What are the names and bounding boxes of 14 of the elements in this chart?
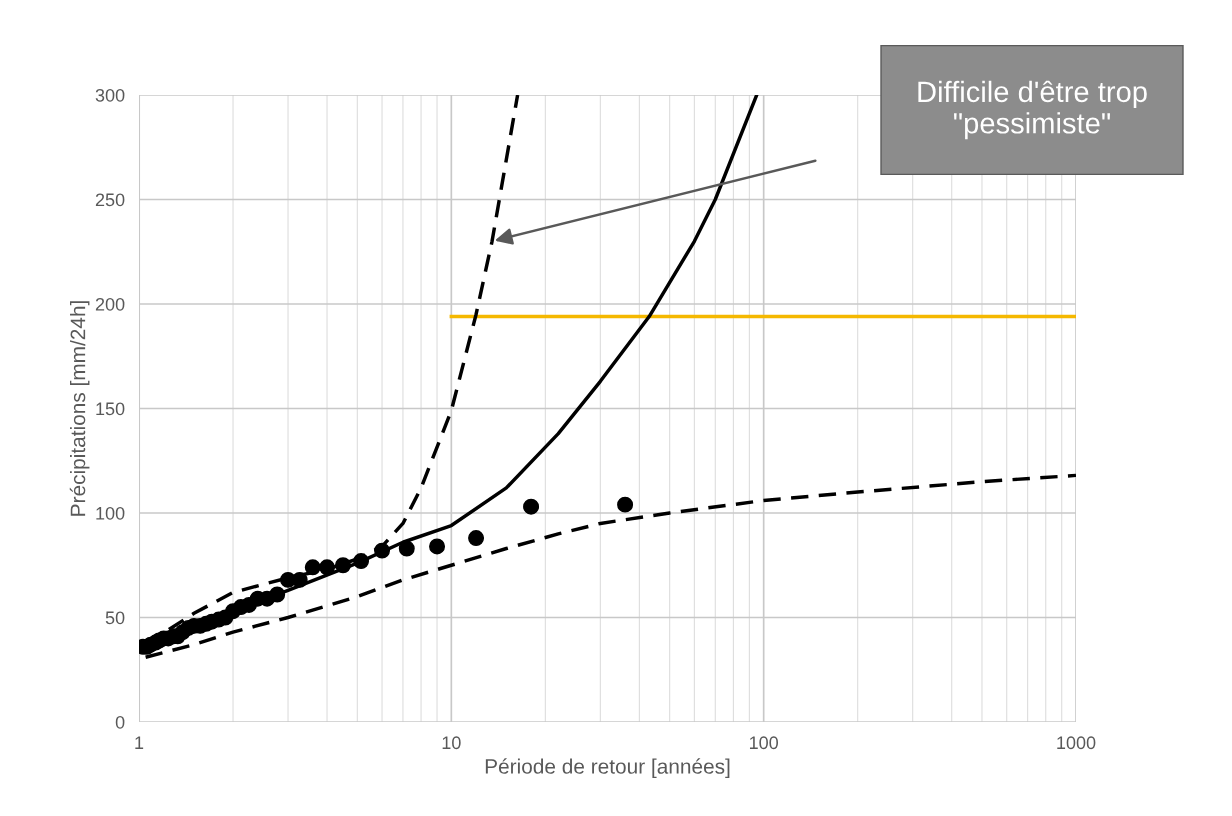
annotation: Difficile d'être trop "pessimiste" [918,80,1147,140]
y-tick-label: 250 [95,193,125,207]
y-tick-label: 150 [96,402,125,416]
y-tick-label: 300 [95,88,125,102]
x-tick-label: 1 [135,736,144,749]
y-axis-title: Précipitations [mm/24h] [69,301,90,516]
y-tick-label: 200 [95,297,125,311]
y-tick-label: 0 [115,715,125,729]
x-tick-label: 100 [749,736,779,750]
x-tick-label: 10 [442,736,461,750]
x-axis-title: Période de retour [années] [485,758,730,778]
x-tick-label: 1000 [1057,736,1096,750]
y-tick-label: 50 [105,611,125,625]
y-tick-label: 100 [96,506,125,520]
